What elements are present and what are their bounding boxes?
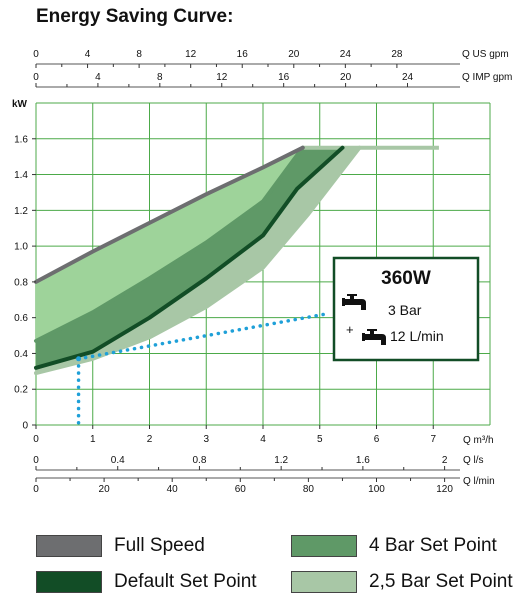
m3h-axis-label: Q m³/h <box>463 435 494 446</box>
imp-gpm-tick-label: 24 <box>402 72 414 83</box>
ls-tick-label: 0 <box>33 455 39 466</box>
legend-swatch-default <box>36 571 102 593</box>
legend-item-default: Default Set Point <box>36 571 257 593</box>
y-tick-label: 0.6 <box>14 313 28 324</box>
legend-swatch-2-5-bar <box>291 571 357 593</box>
us-gpm-axis-label: Q US gpm <box>462 49 509 60</box>
lmin-tick-label: 120 <box>436 484 453 495</box>
lmin-tick-label: 20 <box>99 484 111 495</box>
legend-label-default: Default Set Point <box>114 571 257 592</box>
y-axis: kW 0 0.2 0.4 0.6 0.8 1.0 1.2 1.4 1.6 <box>12 99 36 432</box>
ls-tick-label: 1.6 <box>356 455 370 466</box>
legend-label-full-speed: Full Speed <box>114 535 205 556</box>
m3h-tick-label: 5 <box>317 434 323 445</box>
legend-item-4-bar: 4 Bar Set Point <box>291 535 497 557</box>
annotation-power: 360W <box>381 268 431 289</box>
m3h-tick-label: 7 <box>430 434 436 445</box>
imp-gpm-tick-label: 20 <box>340 72 352 83</box>
lmin-tick-label: 80 <box>303 484 315 495</box>
m3h-tick-label: 0 <box>33 434 39 445</box>
imp-gpm-tick-label: 4 <box>95 72 101 83</box>
m3h-tick-label: 2 <box>147 434 153 445</box>
annotation-plus: + <box>346 322 354 337</box>
us-gpm-tick-label: 0 <box>33 49 39 60</box>
ls-tick-label: 0.8 <box>192 455 206 466</box>
us-gpm-tick-label: 28 <box>391 49 403 60</box>
operating-point-annotation: 360W 3 Bar + 12 L/min <box>76 256 480 427</box>
annotation-pressure: 3 Bar <box>388 302 422 318</box>
lmin-tick-label: 60 <box>235 484 247 495</box>
lmin-axis-label: Q l/min <box>463 476 495 487</box>
ls-tick-label: 0.4 <box>111 455 125 466</box>
us-gpm-tick-label: 4 <box>85 49 91 60</box>
fill-default-to-2-5bar <box>36 147 360 374</box>
y-tick-label: 1.4 <box>14 170 28 181</box>
series-line-full-speed <box>34 145 305 284</box>
faucet-icon <box>342 294 366 310</box>
us-gpm-tick-label: 8 <box>136 49 142 60</box>
faucet-icon-second <box>362 329 386 345</box>
legend-item-2-5-bar: 2,5 Bar Set Point <box>291 571 513 593</box>
chart-title: Energy Saving Curve: <box>36 6 233 27</box>
series-fills <box>36 147 360 374</box>
legend-swatch-full-speed <box>36 535 102 557</box>
series-line-2-5-bar <box>34 145 362 376</box>
series-line-4-bar <box>34 145 305 343</box>
y-tick-label: 1.6 <box>14 134 28 145</box>
m3h-tick-label: 3 <box>203 434 209 445</box>
bottom-axes: Q m³/h Q l/s Q l/min 0 0.4 0.8 1.2 1.6 20 20 40… <box>33 425 495 495</box>
series-line-default <box>34 145 345 370</box>
imp-gpm-tick-label: 0 <box>33 72 39 83</box>
y-tick-label: 0 <box>22 421 28 432</box>
ls-tick-label: 1.2 <box>274 455 288 466</box>
operating-point-leader <box>76 312 328 361</box>
us-gpm-tick-label: 24 <box>340 49 352 60</box>
m3h-tick-label: 1 <box>90 434 96 445</box>
series-lines <box>34 145 439 376</box>
ls-axis-label: Q l/s <box>463 455 484 466</box>
y-axis-label: kW <box>12 99 28 110</box>
fill-4bar-to-default <box>36 147 343 368</box>
lmin-tick-label: 100 <box>368 484 385 495</box>
legend-label-4-bar: 4 Bar Set Point <box>369 535 497 556</box>
top-axes: Q US gpm Q IMP gpm 0 4 8 12 16 20 24 28 0 4 8 12 16 2… <box>33 49 512 88</box>
imp-gpm-tick-label: 8 <box>157 72 163 83</box>
legend-swatch-4-bar <box>291 535 357 557</box>
legend-label-2-5-bar: 2,5 Bar Set Point <box>369 571 513 592</box>
fill-full-to-4bar <box>36 147 303 341</box>
imp-gpm-axis-label: Q IMP gpm <box>462 72 512 83</box>
m3h-tick-label: 6 <box>374 434 380 445</box>
m3h-tick-label: 4 <box>260 434 266 445</box>
operating-point-marker <box>76 356 82 362</box>
lmin-tick-label: 40 <box>167 484 179 495</box>
imp-gpm-tick-label: 16 <box>278 72 290 83</box>
y-tick-label: 0.8 <box>14 277 28 288</box>
energy-saving-chart: Energy Saving Curve: Q US gpm Q IMP gpm … <box>12 6 512 495</box>
y-tick-label: 0.4 <box>14 349 28 360</box>
imp-gpm-tick-label: 12 <box>216 72 228 83</box>
legend: Full Speed 4 Bar Set Point Default Set P… <box>0 528 529 608</box>
annotation-box <box>332 256 480 362</box>
y-tick-label: 1.2 <box>14 206 28 217</box>
us-gpm-tick-label: 12 <box>185 49 197 60</box>
y-tick-label: 1.0 <box>14 242 28 253</box>
lmin-tick-label: 0 <box>33 484 39 495</box>
y-tick-label: 0.2 <box>14 385 28 396</box>
us-gpm-tick-label: 16 <box>237 49 249 60</box>
ls-tick-label: 2 <box>442 455 448 466</box>
us-gpm-tick-label: 20 <box>288 49 300 60</box>
legend-item-full-speed: Full Speed <box>36 535 205 557</box>
annotation-flow: 12 L/min <box>390 328 444 344</box>
